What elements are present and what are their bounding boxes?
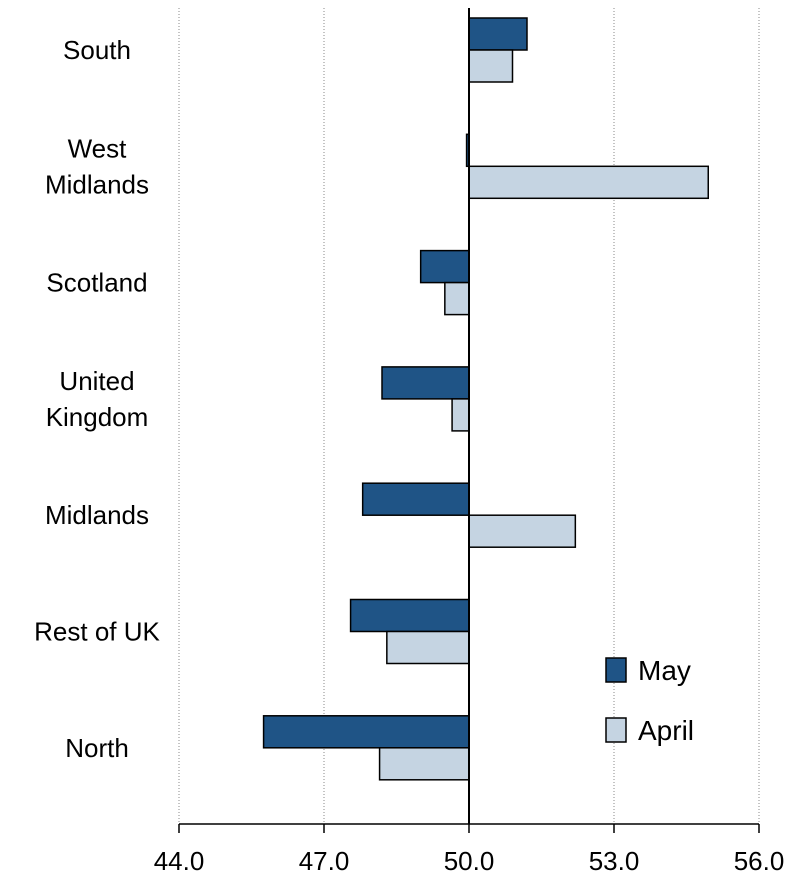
gridlines (178, 8, 760, 824)
x-tick-label: 50.0 (444, 846, 495, 876)
legend: May April (605, 655, 694, 746)
x-tick-label: 47.0 (299, 846, 350, 876)
category-label: Rest of UK (34, 617, 160, 647)
tick-labels: 44.0 47.0 50.0 53.0 56.0 (154, 846, 785, 876)
x-tick-label: 53.0 (589, 846, 640, 876)
bar-may (419, 249, 470, 284)
category-label: Midlands (45, 169, 149, 199)
bar-may (468, 17, 528, 51)
legend-swatch (605, 657, 627, 683)
bar-may (262, 715, 470, 749)
bar-april (451, 398, 470, 432)
category-label: Scotland (46, 268, 147, 298)
bar-may (361, 482, 470, 516)
legend-label: May (638, 655, 691, 686)
bar-may (381, 366, 470, 400)
category-label: Kingdom (46, 402, 149, 432)
bar-april (468, 49, 514, 83)
bar-april (386, 630, 470, 665)
bars (262, 17, 709, 781)
legend-label: April (638, 715, 694, 746)
category-labels: South West Midlands Scotland United Kingdom Mi… (34, 35, 160, 763)
category-label: United (59, 366, 134, 396)
legend-swatch (605, 717, 627, 743)
axes (178, 8, 760, 833)
category-label: South (63, 35, 131, 65)
bar-april (468, 165, 709, 200)
x-tick-label: 56.0 (734, 846, 785, 876)
bar-april (468, 514, 577, 548)
category-label: Midlands (45, 500, 149, 530)
bar-may (349, 598, 470, 633)
category-label: North (65, 733, 129, 763)
bar-april (378, 747, 470, 781)
bar-april (444, 281, 470, 316)
category-label: West (68, 133, 128, 163)
x-tick-label: 44.0 (154, 846, 205, 876)
